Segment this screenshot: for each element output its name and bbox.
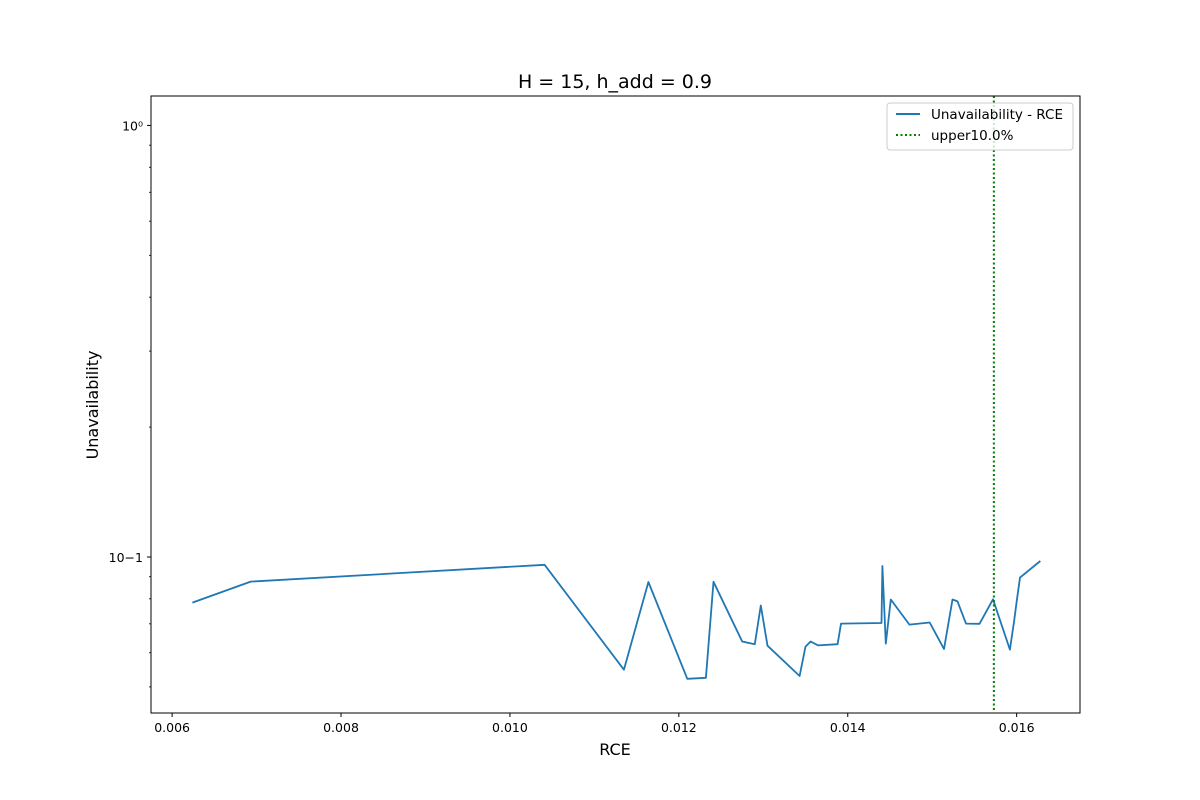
x-tick-label: 0.014 [830, 720, 866, 735]
x-tick-label: 0.006 [154, 720, 190, 735]
legend-label-reference: upper10.0% [931, 128, 1014, 144]
y-axis: 10−1 10⁰ [109, 118, 151, 688]
x-axis-label: RCE [599, 740, 631, 759]
x-tick-label: 0.012 [661, 720, 697, 735]
y-tick-label: 10−1 [109, 550, 143, 565]
chart-title: H = 15, h_add = 0.9 [518, 71, 712, 93]
x-tick-label: 0.016 [999, 720, 1035, 735]
series-line [192, 560, 1041, 680]
axes-frame [150, 95, 1081, 714]
legend-label-series: Unavailability - RCE [931, 107, 1063, 123]
plot-area [150, 95, 1081, 714]
x-tick-label: 0.008 [323, 720, 359, 735]
legend: Unavailability - RCE upper10.0% [886, 102, 1074, 151]
x-axis: 0.006 0.008 0.010 0.012 0.014 0.016 [154, 713, 1035, 735]
legend-box [886, 102, 1074, 151]
y-axis-label: Unavailability [83, 351, 102, 460]
data-layer [192, 96, 1041, 713]
y-tick-label: 10⁰ [122, 118, 143, 133]
x-tick-label: 0.010 [492, 720, 528, 735]
